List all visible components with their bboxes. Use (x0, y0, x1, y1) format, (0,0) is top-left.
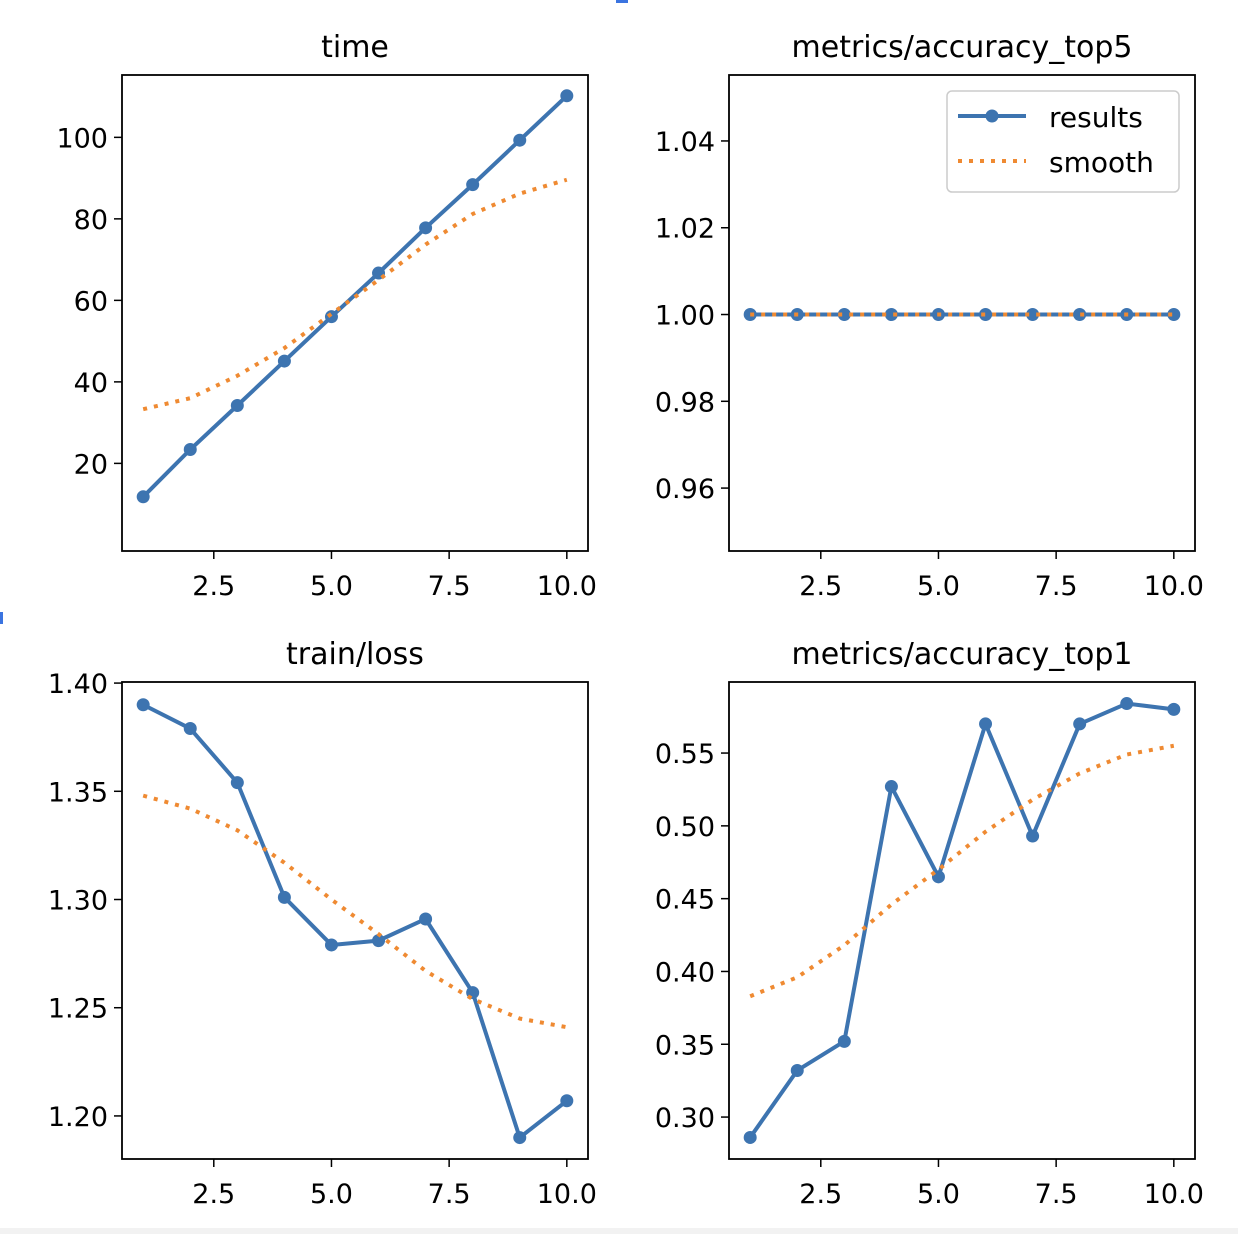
subplot-title: train/loss (286, 637, 424, 672)
legend-marker-results (985, 109, 999, 123)
data-point-results (466, 178, 480, 192)
series-line-results (142, 702, 569, 1140)
data-point-results (979, 308, 993, 322)
data-point-results (560, 89, 574, 103)
x-tick-label: 2.5 (192, 1179, 235, 1210)
x-tick-label: 5.0 (917, 1179, 960, 1210)
y-tick-label: 1.02 (655, 214, 715, 245)
y-tick-label: 0.45 (655, 885, 715, 916)
data-point-results (979, 717, 993, 731)
y-tick-label: 1.04 (655, 127, 715, 158)
data-point-results (1167, 308, 1181, 322)
x-tick-label: 2.5 (799, 1179, 842, 1210)
x-tick-label: 7.5 (428, 1179, 471, 1210)
data-point-results (419, 912, 433, 926)
subplot-title: time (321, 30, 389, 65)
subplot-4: metrics/accuracy_top1 2.5 5.0 7.5 10.0 0.30 0.… (655, 637, 1204, 1210)
subplot-title: metrics/accuracy_top1 (792, 637, 1133, 672)
data-point-results (372, 934, 386, 948)
y-tick-label: 60 (74, 286, 108, 317)
x-tick-label: 5.0 (310, 571, 353, 602)
x-tick-label: 10.0 (537, 571, 597, 602)
x-tick-label: 2.5 (192, 571, 235, 602)
series-line-results (748, 701, 1175, 1139)
x-tick-label: 7.5 (428, 571, 471, 602)
y-tick-label: 80 (74, 205, 108, 236)
data-point-results (183, 443, 197, 457)
subplot-1: time 2.5 5.0 7.5 10.0 20 40 60 80 100 (56, 30, 596, 602)
y-tick-label: 0.98 (655, 387, 715, 418)
x-tick-label: 10.0 (537, 1179, 597, 1210)
x-tick-label: 10.0 (1144, 571, 1204, 602)
y-tick-label: 0.96 (655, 474, 715, 505)
data-point-results (743, 1130, 757, 1144)
data-point-results (1120, 697, 1134, 711)
legend-label-results: results (1049, 101, 1143, 134)
legend: results smooth (946, 90, 1180, 193)
y-tick-label: 1.30 (48, 886, 108, 917)
data-point-results (1026, 829, 1040, 843)
series-line-smooth (142, 793, 568, 1030)
data-point-results (790, 1063, 804, 1077)
data-point-results (837, 308, 851, 322)
subplot-2: metrics/accuracy_top5 2.5 5.0 7.5 10.0 0.96 0.… (655, 30, 1204, 602)
y-tick-label: 20 (74, 449, 108, 480)
data-point-results (324, 310, 338, 324)
y-tick-label: 1.35 (48, 777, 108, 808)
data-point-results (513, 1131, 527, 1145)
data-point-results (277, 890, 291, 904)
data-point-results (419, 221, 433, 235)
axes-frame (728, 74, 1196, 552)
axes-frame (728, 681, 1196, 1160)
selection-marker-top (616, 0, 628, 3)
selection-marker-left (0, 612, 3, 624)
x-tick-label: 2.5 (799, 571, 842, 602)
y-tick-label: 100 (56, 123, 108, 154)
y-tick-label: 1.40 (48, 669, 108, 700)
series-line-smooth (142, 177, 568, 412)
data-point-results (837, 1034, 851, 1048)
legend-label-smooth: smooth (1049, 146, 1154, 179)
data-point-results (183, 722, 197, 736)
x-tick-label: 7.5 (1035, 571, 1078, 602)
y-tick-label: 0.40 (655, 957, 715, 988)
data-point-results (230, 399, 244, 413)
data-point-results (884, 308, 898, 322)
data-point-results (230, 776, 244, 790)
y-tick-label: 0.35 (655, 1030, 715, 1061)
x-tick-label: 5.0 (310, 1179, 353, 1210)
y-tick-label: 40 (74, 368, 108, 399)
y-tick-label: 0.55 (655, 739, 715, 770)
data-point-results (884, 780, 898, 794)
data-point-results (1167, 702, 1181, 716)
data-point-results (560, 1094, 574, 1108)
y-tick-label: 0.30 (655, 1103, 715, 1134)
data-point-results (1073, 717, 1087, 731)
subplot-title: metrics/accuracy_top5 (792, 30, 1133, 65)
data-point-results (277, 354, 291, 368)
x-tick-label: 5.0 (917, 571, 960, 602)
data-point-results (513, 133, 527, 147)
y-tick-label: 1.00 (655, 301, 715, 332)
subplot-3: train/loss 2.5 5.0 7.5 10.0 1.20 1.25 1.30 1.35 1… (48, 637, 597, 1210)
axes-frame (121, 681, 589, 1160)
x-tick-label: 10.0 (1144, 1179, 1204, 1210)
y-tick-label: 1.20 (48, 1102, 108, 1133)
data-point-results (136, 490, 150, 504)
y-tick-label: 0.50 (655, 812, 715, 843)
series-line-smooth (749, 743, 1175, 999)
bottom-scroll-edge (0, 1228, 1238, 1234)
data-point-results (324, 938, 338, 952)
data-point-results (1073, 308, 1087, 322)
data-point-results (136, 698, 150, 712)
data-point-results (1026, 308, 1040, 322)
y-tick-label: 1.25 (48, 994, 108, 1025)
x-tick-label: 7.5 (1035, 1179, 1078, 1210)
axes-frame (121, 74, 589, 552)
